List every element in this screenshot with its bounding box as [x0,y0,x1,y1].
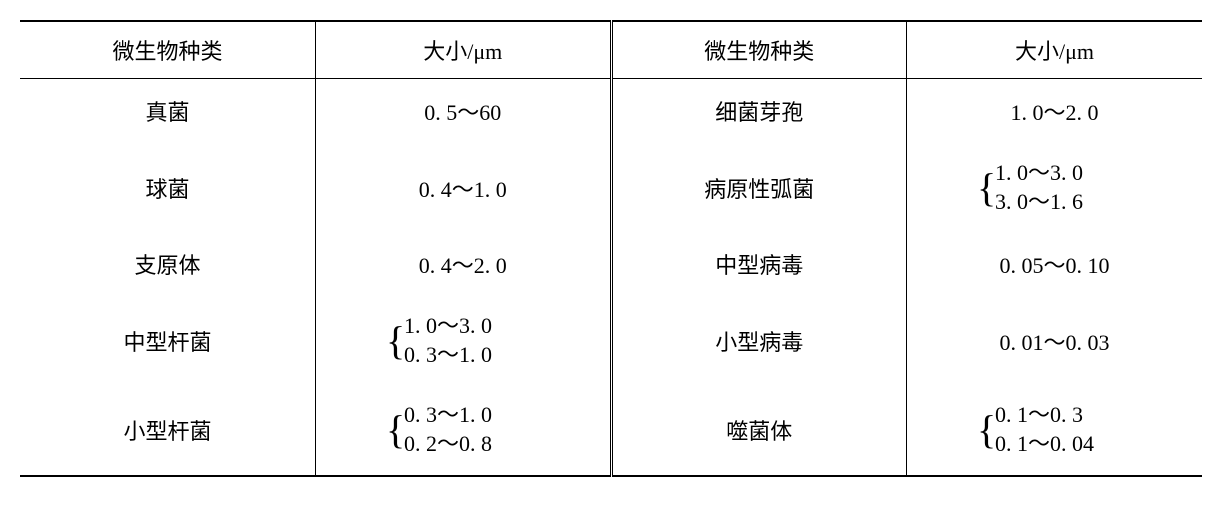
table-row: 球菌0. 4～1. 0病原性弧菌{1. 0～3. 03. 0～1. 6 [20,143,1202,232]
cell-left-size: 0. 4～2. 0 [316,232,612,296]
table-row: 中型杆菌{1. 0～3. 00. 3～1. 0小型病毒0. 01～0. 03 [20,296,1202,385]
table-row: 真菌0. 5～60细菌芽孢1. 0～2. 0 [20,79,1202,144]
cell-left-size: {0. 3～1. 00. 2～0. 8 [316,385,612,475]
cell-right-type: 小型病毒 [611,296,907,385]
table-row: 支原体0. 4～2. 0中型病毒0. 05～0. 10 [20,232,1202,296]
cell-right-size: 1. 0～2. 0 [907,79,1203,144]
header-right-type: 微生物种类 [611,21,907,79]
cell-left-type: 中型杆菌 [20,296,316,385]
cell-left-size: 0. 4～1. 0 [316,143,612,232]
header-left-size: 大小/μm [316,21,612,79]
cell-left-type: 真菌 [20,79,316,144]
cell-right-type: 细菌芽孢 [611,79,907,144]
data-table: 微生物种类 大小/μm 微生物种类 大小/μm 真菌0. 5～60细菌芽孢1. … [20,20,1202,477]
cell-left-type: 支原体 [20,232,316,296]
cell-right-type: 病原性弧菌 [611,143,907,232]
cell-right-size: 0. 01～0. 03 [907,296,1203,385]
cell-right-type: 中型病毒 [611,232,907,296]
table-row: 小型杆菌{0. 3～1. 00. 2～0. 8噬菌体{0. 1～0. 30. 1… [20,385,1202,475]
cell-right-size: 0. 05～0. 10 [907,232,1203,296]
cell-left-size: {1. 0～3. 00. 3～1. 0 [316,296,612,385]
header-left-type: 微生物种类 [20,21,316,79]
microbe-size-table: 微生物种类 大小/μm 微生物种类 大小/μm 真菌0. 5～60细菌芽孢1. … [20,20,1202,477]
cell-right-size: {1. 0～3. 03. 0～1. 6 [907,143,1203,232]
header-row: 微生物种类 大小/μm 微生物种类 大小/μm [20,21,1202,79]
cell-right-size: {0. 1～0. 30. 1～0. 04 [907,385,1203,475]
cell-left-type: 球菌 [20,143,316,232]
header-right-size: 大小/μm [907,21,1203,79]
cell-right-type: 噬菌体 [611,385,907,475]
cell-left-type: 小型杆菌 [20,385,316,475]
cell-left-size: 0. 5～60 [316,79,612,144]
table-body: 真菌0. 5～60细菌芽孢1. 0～2. 0球菌0. 4～1. 0病原性弧菌{1… [20,79,1202,476]
